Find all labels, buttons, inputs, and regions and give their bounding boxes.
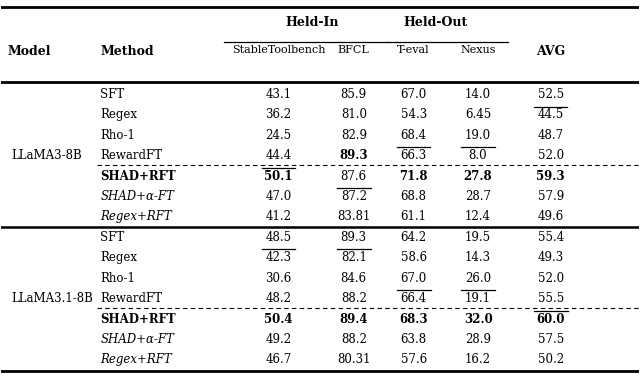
Text: Held-Out: Held-Out — [404, 16, 468, 30]
Text: 88.2: 88.2 — [341, 292, 367, 305]
Text: 59.3: 59.3 — [536, 169, 565, 183]
Text: 60.0: 60.0 — [536, 313, 565, 326]
Text: BFCL: BFCL — [338, 45, 370, 55]
Text: 52.0: 52.0 — [538, 149, 564, 162]
Text: 46.7: 46.7 — [266, 353, 292, 366]
Text: 32.0: 32.0 — [463, 313, 492, 326]
Text: 54.3: 54.3 — [401, 108, 427, 121]
Text: T-eval: T-eval — [397, 45, 430, 55]
Text: 19.5: 19.5 — [465, 231, 491, 244]
Text: LLaMA3-8B: LLaMA3-8B — [11, 149, 82, 162]
Text: SHAD+RFT: SHAD+RFT — [100, 313, 176, 326]
Text: 68.4: 68.4 — [401, 129, 427, 142]
Text: StableToolbench: StableToolbench — [232, 45, 325, 55]
Text: 6.45: 6.45 — [465, 108, 491, 121]
Text: 88.2: 88.2 — [341, 333, 367, 346]
Text: 50.2: 50.2 — [538, 353, 564, 366]
Text: 82.9: 82.9 — [340, 129, 367, 142]
Text: SHAD+α-FT: SHAD+α-FT — [100, 333, 174, 346]
Text: Method: Method — [100, 45, 154, 58]
Text: Held-In: Held-In — [285, 16, 339, 30]
Text: Regex: Regex — [100, 251, 137, 264]
Text: RewardFT: RewardFT — [100, 292, 163, 305]
Text: 49.2: 49.2 — [266, 333, 292, 346]
Text: 55.4: 55.4 — [538, 231, 564, 244]
Text: 87.2: 87.2 — [340, 190, 367, 203]
Text: 82.1: 82.1 — [341, 251, 367, 264]
Text: 57.6: 57.6 — [401, 353, 427, 366]
Text: LLaMA3.1-8B: LLaMA3.1-8B — [11, 292, 93, 305]
Text: 19.1: 19.1 — [465, 292, 491, 305]
Text: 44.5: 44.5 — [538, 108, 564, 121]
Text: 19.0: 19.0 — [465, 129, 491, 142]
Text: 64.2: 64.2 — [401, 231, 427, 244]
Text: 30.6: 30.6 — [266, 272, 292, 285]
Text: SHAD+α-FT: SHAD+α-FT — [100, 190, 174, 203]
Text: SFT: SFT — [100, 88, 124, 101]
Text: 28.7: 28.7 — [465, 190, 491, 203]
Text: 71.8: 71.8 — [399, 169, 428, 183]
Text: 89.3: 89.3 — [340, 231, 367, 244]
Text: 81.0: 81.0 — [340, 108, 367, 121]
Text: 61.1: 61.1 — [401, 210, 427, 223]
Text: 49.6: 49.6 — [538, 210, 564, 223]
Text: 57.9: 57.9 — [538, 190, 564, 203]
Text: 48.7: 48.7 — [538, 129, 564, 142]
Text: 47.0: 47.0 — [266, 190, 292, 203]
Text: 87.6: 87.6 — [340, 169, 367, 183]
Text: 50.1: 50.1 — [264, 169, 293, 183]
Text: 84.6: 84.6 — [340, 272, 367, 285]
Text: SFT: SFT — [100, 231, 124, 244]
Text: 44.4: 44.4 — [266, 149, 292, 162]
Text: 48.5: 48.5 — [266, 231, 292, 244]
Text: 57.5: 57.5 — [538, 333, 564, 346]
Text: Rho-1: Rho-1 — [100, 129, 135, 142]
Text: 55.5: 55.5 — [538, 292, 564, 305]
Text: 26.0: 26.0 — [465, 272, 491, 285]
Text: 43.1: 43.1 — [266, 88, 292, 101]
Text: 80.31: 80.31 — [337, 353, 371, 366]
Text: 66.4: 66.4 — [401, 292, 427, 305]
Text: RewardFT: RewardFT — [100, 149, 163, 162]
Text: 8.0: 8.0 — [468, 149, 487, 162]
Text: 89.4: 89.4 — [340, 313, 368, 326]
Text: Regex+RFT: Regex+RFT — [100, 210, 172, 223]
Text: 66.3: 66.3 — [401, 149, 427, 162]
Text: AVG: AVG — [536, 45, 565, 58]
Text: 41.2: 41.2 — [266, 210, 292, 223]
Text: 50.4: 50.4 — [264, 313, 293, 326]
Text: 52.0: 52.0 — [538, 272, 564, 285]
Text: 68.3: 68.3 — [399, 313, 428, 326]
Text: Regex: Regex — [100, 108, 137, 121]
Text: SHAD+RFT: SHAD+RFT — [100, 169, 176, 183]
Text: 48.2: 48.2 — [266, 292, 292, 305]
Text: 24.5: 24.5 — [266, 129, 292, 142]
Text: 52.5: 52.5 — [538, 88, 564, 101]
Text: Rho-1: Rho-1 — [100, 272, 135, 285]
Text: 89.3: 89.3 — [339, 149, 368, 162]
Text: 28.9: 28.9 — [465, 333, 491, 346]
Text: 67.0: 67.0 — [401, 272, 427, 285]
Text: 67.0: 67.0 — [401, 88, 427, 101]
Text: 63.8: 63.8 — [401, 333, 427, 346]
Text: Regex+RFT: Regex+RFT — [100, 353, 172, 366]
Text: 42.3: 42.3 — [266, 251, 292, 264]
Text: 58.6: 58.6 — [401, 251, 427, 264]
Text: Nexus: Nexus — [460, 45, 496, 55]
Text: 16.2: 16.2 — [465, 353, 491, 366]
Text: 49.3: 49.3 — [538, 251, 564, 264]
Text: 27.8: 27.8 — [464, 169, 492, 183]
Text: 85.9: 85.9 — [340, 88, 367, 101]
Text: 83.81: 83.81 — [337, 210, 371, 223]
Text: 14.0: 14.0 — [465, 88, 491, 101]
Text: 68.8: 68.8 — [401, 190, 427, 203]
Text: Model: Model — [8, 45, 51, 58]
Text: 14.3: 14.3 — [465, 251, 491, 264]
Text: 12.4: 12.4 — [465, 210, 491, 223]
Text: 36.2: 36.2 — [266, 108, 292, 121]
